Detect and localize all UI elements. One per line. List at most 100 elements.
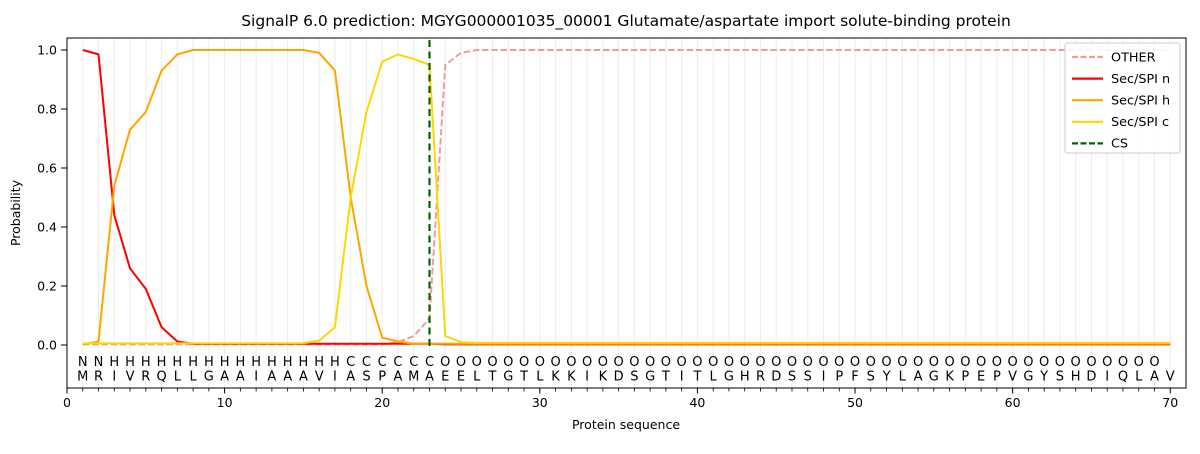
region-label: C: [346, 355, 355, 370]
region-label: O: [645, 355, 655, 370]
residue-letter: R: [141, 370, 150, 385]
region-label: O: [535, 355, 545, 370]
residue-letter: K: [599, 370, 608, 385]
residue-letter: S: [867, 370, 875, 385]
region-label: H: [283, 355, 293, 370]
region-label: H: [172, 355, 182, 370]
residue-letter: E: [977, 370, 985, 385]
residue-letter: L: [710, 370, 718, 385]
series-line-sec-spi-n: [82, 49, 1171, 346]
plot-frame: [66, 37, 1187, 389]
region-label: O: [724, 355, 734, 370]
region-label: O: [487, 355, 497, 370]
residue-letter: A: [283, 370, 292, 385]
region-label: O: [866, 355, 876, 370]
residue-letter: L: [189, 370, 197, 385]
residue-letter: H: [740, 370, 750, 385]
residue-letter: T: [488, 370, 497, 385]
plot-title: SignalP 6.0 prediction: MGYG000001035_00…: [241, 12, 1011, 31]
region-label: O: [787, 355, 797, 370]
series-line-sec-spi-h: [82, 49, 1171, 346]
x-tick-label: 10: [217, 395, 233, 410]
residue-letter: I: [680, 370, 684, 385]
residue-letter: G: [204, 370, 214, 385]
region-label: H: [235, 355, 245, 370]
region-label: H: [220, 355, 230, 370]
y-tick-label: 0.2: [37, 279, 57, 294]
legend-item-sec-spi-h: Sec/SPI h: [1111, 94, 1170, 109]
region-label: H: [267, 355, 277, 370]
residue-letter: L: [899, 370, 907, 385]
region-label: N: [94, 355, 104, 370]
residue-letter: P: [961, 370, 969, 385]
residue-letter: R: [756, 370, 765, 385]
region-label: O: [834, 355, 844, 370]
residue-letter: I: [333, 370, 337, 385]
region-label: O: [1055, 355, 1065, 370]
region-label: O: [976, 355, 986, 370]
region-label: O: [913, 355, 923, 370]
region-label: O: [472, 355, 482, 370]
x-tick-label: 60: [1005, 395, 1021, 410]
residue-letter: G: [1023, 370, 1033, 385]
residue-letter: M: [77, 370, 88, 385]
region-label: O: [598, 355, 608, 370]
residue-letter: P: [378, 370, 386, 385]
y-tick-label: 0.6: [37, 161, 57, 176]
probability-curves: [82, 49, 1171, 346]
residue-letter: A: [220, 370, 229, 385]
region-label: O: [1149, 355, 1159, 370]
region-label: O: [1134, 355, 1144, 370]
region-label: O: [1039, 355, 1049, 370]
region-label: O: [692, 355, 702, 370]
legend-item-other: OTHER: [1111, 50, 1156, 65]
x-tick-label: 40: [689, 395, 705, 410]
axis-ticks: 0 10 20 30 40 50 60 70 0.0 0.2 0.4 0.6 0.8 1.0: [37, 43, 1178, 411]
residue-letter: I: [822, 370, 826, 385]
residue-letter: V: [1008, 370, 1017, 385]
residue-letter: I: [254, 370, 258, 385]
y-axis-label: Probability: [8, 179, 23, 246]
y-tick-label: 0.0: [37, 338, 57, 353]
residue-letter: A: [267, 370, 276, 385]
residue-letter: L: [1135, 370, 1143, 385]
region-label: C: [409, 355, 418, 370]
residue-letter: K: [945, 370, 954, 385]
region-label: O: [661, 355, 671, 370]
residue-letter: Y: [1039, 370, 1048, 385]
region-label: O: [897, 355, 907, 370]
region-label: H: [299, 355, 309, 370]
residue-letter: K: [567, 370, 576, 385]
residue-letter: S: [788, 370, 796, 385]
x-tick-label: 0: [63, 395, 71, 410]
series-line-other: [82, 49, 1171, 346]
region-label: C: [378, 355, 387, 370]
region-label: O: [850, 355, 860, 370]
gridlines: [82, 38, 1171, 388]
residue-letter: I: [1105, 370, 1109, 385]
region-label: H: [125, 355, 135, 370]
residue-letter: G: [724, 370, 734, 385]
residue-letter: A: [299, 370, 308, 385]
residue-letter: E: [457, 370, 465, 385]
region-label: O: [456, 355, 466, 370]
region-label: O: [1118, 355, 1128, 370]
region-label: O: [881, 355, 891, 370]
legend-item-sec-spi-c: Sec/SPI c: [1111, 115, 1169, 130]
region-label: O: [929, 355, 939, 370]
residue-letter: M: [408, 370, 419, 385]
residue-letter: T: [661, 370, 670, 385]
residue-letter: A: [394, 370, 403, 385]
region-label: O: [818, 355, 828, 370]
residue-letter: L: [473, 370, 481, 385]
residue-letter: K: [551, 370, 560, 385]
region-label: N: [78, 355, 88, 370]
residue-letter: P: [835, 370, 843, 385]
region-label: C: [393, 355, 402, 370]
residue-letter: E: [441, 370, 449, 385]
region-label: H: [109, 355, 119, 370]
region-label: O: [1023, 355, 1033, 370]
region-label: O: [582, 355, 592, 370]
x-tick-label: 50: [847, 395, 863, 410]
